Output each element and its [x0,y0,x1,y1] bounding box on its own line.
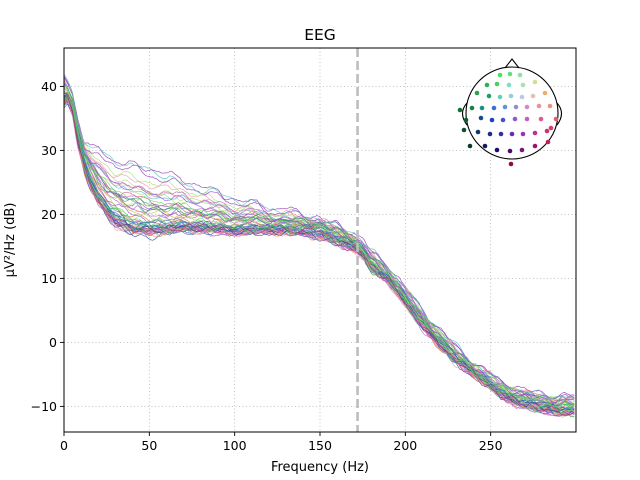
channel-psd-line [64,96,575,412]
sensor-dot [524,116,530,122]
y-axis-label: µV²/Hz (dB) [3,203,18,278]
sensor-dot [544,128,550,134]
y-tick-label: 10 [41,271,57,286]
left-ear-shape [461,102,468,126]
sensor-dot [507,71,513,77]
y-tick-label: 20 [41,207,57,222]
sensor-dot [519,94,525,100]
channel-psd-line [64,75,575,400]
sensor-dot [467,143,473,149]
sensor-dot [478,115,484,121]
right-ear-shape [556,102,563,126]
y-tick-label: 0 [49,335,57,350]
channel-psd-line [64,73,575,400]
sensor-dot [498,131,504,137]
sensor-dot [519,147,525,153]
sensor-dot [512,116,518,122]
sensor-dot [553,116,559,122]
y-tick-label: −10 [31,399,57,414]
sensor-dot [520,131,526,137]
channel-psd-line [64,80,575,403]
y-tick-label: 30 [41,143,57,158]
sensor-dot [482,143,488,149]
sensor-dot [475,129,481,135]
sensor-dot [497,72,503,78]
x-tick-label: 50 [141,438,157,453]
sensor-dot [513,104,519,110]
sensor-dot [508,93,514,99]
x-tick-label: 250 [479,438,503,453]
sensor-dot [491,105,497,111]
sensor-dot [486,93,492,99]
x-axis-label: Frequency (Hz) [271,460,369,475]
sensor-dot [509,131,515,137]
sensor-dot [463,117,469,123]
y-tick-label: 40 [41,79,57,94]
channel-psd-line [64,94,575,416]
sensor-dot [502,104,508,110]
channel-psd-line [64,79,575,406]
head-outline [465,66,559,160]
sensor-dot [517,72,523,78]
sensor-dot [500,117,506,123]
sensor-dot [520,82,526,88]
chart-title: EEG [304,26,336,44]
x-tick-label: 200 [393,438,417,453]
sensor-dot [474,90,480,96]
sensor-dot [547,103,553,109]
sensor-dot [530,93,536,99]
sensor-dot [487,131,493,137]
sensor-dot [538,116,544,122]
sensor-dot [532,79,538,85]
sensor-dot [536,103,542,109]
channel-psd-line [64,84,575,406]
sensor-dot [494,81,500,87]
sensor-dot [508,161,514,167]
sensor-dot [548,125,554,131]
sensor-dot [532,143,538,149]
sensor-dot [494,147,500,153]
sensor-dot [479,105,485,111]
sensor-dot [524,104,530,110]
y-axis: −10 0 10 20 30 40 [31,79,64,414]
sensor-dot [532,130,538,136]
x-axis: 0 50 100 150 200 250 [60,432,503,453]
channel-psd-line [64,97,575,416]
psd-series [64,73,575,418]
sensor-dot [506,82,512,88]
channel-psd-line [64,87,575,407]
x-tick-label: 0 [60,438,68,453]
sensor-dot [545,139,551,145]
nose-shape [504,58,520,69]
channel-psd-line [64,93,575,416]
sensor-dot [542,90,548,96]
x-tick-label: 100 [223,438,247,453]
sensor-dot [507,148,513,154]
sensor-dot [461,127,467,133]
sensor-dot [489,117,495,123]
sensor-dot [457,107,463,113]
sensor-dot [484,82,490,88]
sensor-location-inset [457,58,563,167]
sensor-dot [469,105,475,111]
channel-psd-line [64,92,575,406]
x-tick-label: 150 [308,438,332,453]
sensor-dot [497,94,503,100]
